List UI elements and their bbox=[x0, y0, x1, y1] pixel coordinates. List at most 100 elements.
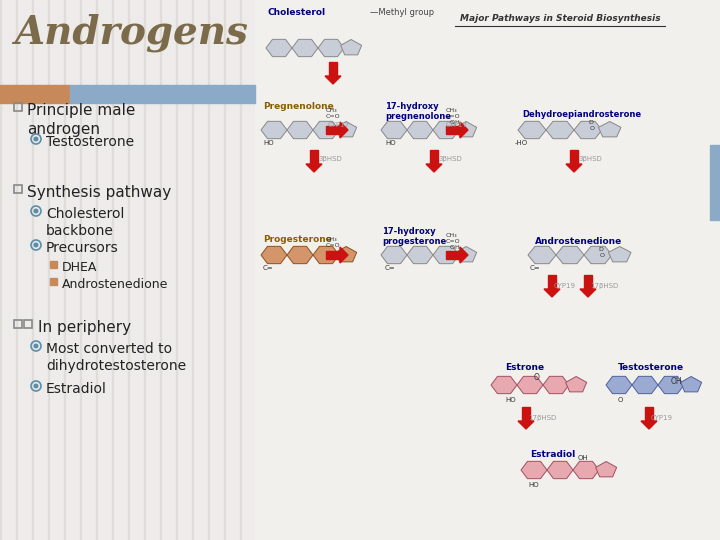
Text: Estrone: Estrone bbox=[505, 363, 544, 372]
Polygon shape bbox=[433, 246, 459, 264]
Bar bbox=[336, 0, 337, 540]
Polygon shape bbox=[407, 122, 433, 139]
Text: Cholesterol: Cholesterol bbox=[268, 8, 326, 17]
Bar bbox=[160, 0, 161, 540]
Text: Pregnenolone: Pregnenolone bbox=[263, 102, 334, 111]
Polygon shape bbox=[433, 122, 459, 139]
Polygon shape bbox=[641, 421, 657, 429]
Bar bbox=[24, 320, 32, 328]
Polygon shape bbox=[426, 164, 442, 172]
Text: Androgens: Androgens bbox=[14, 14, 248, 52]
Polygon shape bbox=[266, 39, 292, 57]
Bar bbox=[0, 85, 70, 103]
Bar bbox=[176, 0, 177, 540]
Polygon shape bbox=[287, 246, 313, 264]
Text: D
 O: D O bbox=[588, 120, 595, 131]
Text: In periphery: In periphery bbox=[38, 320, 131, 335]
Polygon shape bbox=[325, 76, 341, 84]
Bar bbox=[464, 0, 465, 540]
Bar bbox=[32, 0, 33, 540]
Bar bbox=[560, 0, 561, 540]
Bar bbox=[512, 0, 513, 540]
Polygon shape bbox=[517, 376, 543, 394]
Polygon shape bbox=[606, 376, 632, 394]
Text: 17-hydroxy
progesterone: 17-hydroxy progesterone bbox=[382, 227, 446, 246]
Text: CH₃
C=O: CH₃ C=O bbox=[326, 108, 341, 119]
Polygon shape bbox=[407, 246, 433, 264]
Text: CYP17: CYP17 bbox=[328, 122, 350, 128]
Bar bbox=[584, 275, 592, 289]
Polygon shape bbox=[543, 376, 569, 394]
Polygon shape bbox=[632, 376, 658, 394]
Polygon shape bbox=[584, 246, 612, 264]
Polygon shape bbox=[518, 421, 534, 429]
Bar bbox=[16, 0, 17, 540]
Bar bbox=[70, 85, 255, 103]
Text: Testosterone: Testosterone bbox=[46, 135, 134, 149]
Text: HO: HO bbox=[528, 482, 539, 488]
Polygon shape bbox=[341, 39, 361, 55]
Bar bbox=[400, 0, 401, 540]
Bar bbox=[64, 0, 65, 540]
Text: 17βHSD: 17βHSD bbox=[528, 415, 557, 421]
Bar bbox=[384, 0, 385, 540]
Text: Precursors: Precursors bbox=[46, 241, 119, 255]
Text: -HO: -HO bbox=[515, 140, 528, 146]
Bar bbox=[528, 0, 529, 540]
Text: 3βHSD: 3βHSD bbox=[578, 156, 602, 162]
Polygon shape bbox=[292, 39, 318, 57]
Bar bbox=[240, 0, 241, 540]
Polygon shape bbox=[680, 376, 702, 392]
Bar bbox=[448, 0, 449, 540]
Polygon shape bbox=[574, 122, 602, 139]
Bar bbox=[672, 0, 673, 540]
Text: C=: C= bbox=[263, 265, 274, 271]
Bar bbox=[688, 0, 689, 540]
Text: CYP19: CYP19 bbox=[554, 283, 576, 289]
Circle shape bbox=[35, 344, 37, 348]
Polygon shape bbox=[658, 376, 684, 394]
Polygon shape bbox=[381, 122, 407, 139]
Text: Androstenedione: Androstenedione bbox=[62, 278, 168, 291]
Polygon shape bbox=[306, 164, 322, 172]
Bar bbox=[480, 0, 481, 540]
Text: HO: HO bbox=[385, 140, 395, 146]
Text: DHEA: DHEA bbox=[62, 261, 97, 274]
Text: OH: OH bbox=[578, 455, 589, 461]
Bar bbox=[704, 0, 705, 540]
Bar bbox=[310, 150, 318, 164]
Bar bbox=[570, 150, 578, 164]
Text: CYP19: CYP19 bbox=[651, 415, 673, 421]
Bar bbox=[192, 0, 193, 540]
Text: 3βHSD: 3βHSD bbox=[438, 156, 462, 162]
Bar bbox=[548, 275, 556, 289]
Text: 17-hydroxy
pregnenolone: 17-hydroxy pregnenolone bbox=[385, 102, 451, 122]
Polygon shape bbox=[528, 246, 556, 264]
Polygon shape bbox=[336, 122, 356, 137]
Bar bbox=[592, 0, 593, 540]
Polygon shape bbox=[313, 122, 339, 139]
Bar bbox=[50, 278, 57, 285]
Polygon shape bbox=[595, 462, 616, 477]
Bar bbox=[14, 320, 22, 328]
Polygon shape bbox=[336, 246, 356, 262]
Bar bbox=[224, 0, 225, 540]
Text: 17βHSD: 17βHSD bbox=[590, 283, 618, 289]
Polygon shape bbox=[261, 122, 287, 139]
Polygon shape bbox=[546, 122, 574, 139]
Polygon shape bbox=[580, 289, 596, 297]
Text: OH: OH bbox=[671, 377, 683, 386]
Bar bbox=[320, 0, 321, 540]
Polygon shape bbox=[456, 246, 477, 262]
Polygon shape bbox=[460, 122, 468, 138]
Text: Testosterone: Testosterone bbox=[618, 363, 684, 372]
Bar bbox=[272, 0, 273, 540]
Text: O: O bbox=[534, 373, 540, 382]
Polygon shape bbox=[547, 461, 573, 478]
Bar bbox=[14, 185, 22, 193]
Bar bbox=[608, 0, 609, 540]
Text: D
 O: D O bbox=[598, 247, 605, 258]
Polygon shape bbox=[518, 122, 546, 139]
Bar bbox=[0, 0, 1, 540]
Text: Dehydroepiandrosterone: Dehydroepiandrosterone bbox=[522, 110, 641, 119]
